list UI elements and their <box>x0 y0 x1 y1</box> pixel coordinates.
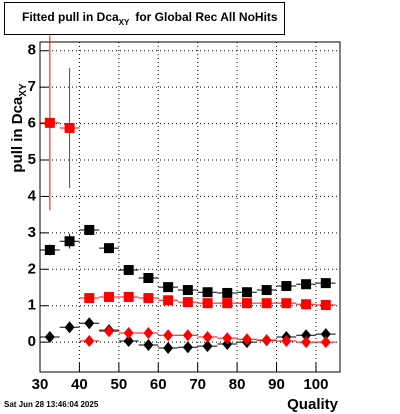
y-tick-label: 6 <box>28 115 36 132</box>
marker <box>301 279 312 290</box>
marker <box>103 325 114 338</box>
marker <box>64 122 75 133</box>
marker <box>123 327 134 340</box>
marker <box>64 321 75 334</box>
marker <box>182 285 193 296</box>
marker <box>222 332 233 345</box>
marker <box>44 117 55 128</box>
y-tick-label: 8 <box>28 42 36 59</box>
marker <box>103 291 114 302</box>
timestamp: Sat Jun 28 13:46:04 2025 <box>4 400 99 409</box>
marker <box>281 298 292 309</box>
x-tick-label: 80 <box>229 376 246 393</box>
y-tick-label: 0 <box>28 333 36 350</box>
marker <box>222 287 233 298</box>
marker <box>261 285 272 296</box>
x-tick-label: 30 <box>32 376 49 393</box>
x-tick-label: 70 <box>189 376 206 393</box>
marker <box>301 336 312 349</box>
marker <box>301 299 312 310</box>
y-label-subscript: XY <box>18 83 29 97</box>
marker <box>143 293 154 304</box>
x-tick-label: 90 <box>268 376 285 393</box>
marker <box>281 281 292 292</box>
marker <box>44 244 55 255</box>
marker <box>84 224 95 235</box>
marker <box>84 317 95 330</box>
marker <box>182 341 193 354</box>
x-axis-label: Quality <box>287 396 339 413</box>
marker <box>202 331 213 344</box>
marker <box>44 331 55 344</box>
marker <box>281 335 292 348</box>
marker <box>320 328 331 341</box>
marker <box>241 298 252 309</box>
marker <box>143 273 154 284</box>
marker <box>143 327 154 340</box>
y-label-text: pull in Dca <box>9 96 26 173</box>
y-tick-label: 7 <box>28 78 36 95</box>
marker <box>182 297 193 308</box>
title-subscript: XY <box>119 18 130 27</box>
marker <box>320 299 331 310</box>
x-tick-label: 60 <box>150 376 167 393</box>
marker <box>301 329 312 342</box>
marker <box>320 336 331 349</box>
y-tick-label: 5 <box>28 151 36 168</box>
chart-title: Fitted pull in DcaXY for Global Rec All N… <box>22 10 278 27</box>
marker <box>182 329 193 342</box>
y-tick-label: 1 <box>28 297 36 314</box>
marker <box>202 340 213 353</box>
marker <box>163 329 174 342</box>
y-tick-label: 2 <box>28 260 36 277</box>
marker <box>123 335 134 348</box>
y-axis-label: pull in DcaXY <box>9 83 29 173</box>
marker <box>64 236 75 247</box>
marker <box>84 293 95 304</box>
marker <box>123 291 134 302</box>
marker <box>222 298 233 309</box>
marker <box>163 341 174 354</box>
x-tick-label: 100 <box>303 376 328 393</box>
marker <box>123 265 134 276</box>
marker <box>84 335 95 348</box>
marker <box>202 287 213 298</box>
marker <box>241 333 252 346</box>
y-tick-label: 3 <box>28 224 36 241</box>
y-tick-label: 4 <box>28 187 37 204</box>
marker <box>241 287 252 298</box>
title-box <box>4 2 285 35</box>
marker <box>202 298 213 309</box>
title-text: Fitted pull in Dca <box>22 10 119 24</box>
marker <box>103 243 114 254</box>
title-suffix: for Global Rec All NoHits <box>135 10 278 24</box>
marker <box>261 298 272 309</box>
plot-frame <box>39 41 341 373</box>
marker <box>320 278 331 289</box>
x-tick-label: 50 <box>110 376 127 393</box>
marker <box>163 282 174 293</box>
marker <box>143 339 154 352</box>
x-tick-label: 40 <box>71 376 88 393</box>
marker <box>163 295 174 306</box>
marker <box>261 334 272 347</box>
